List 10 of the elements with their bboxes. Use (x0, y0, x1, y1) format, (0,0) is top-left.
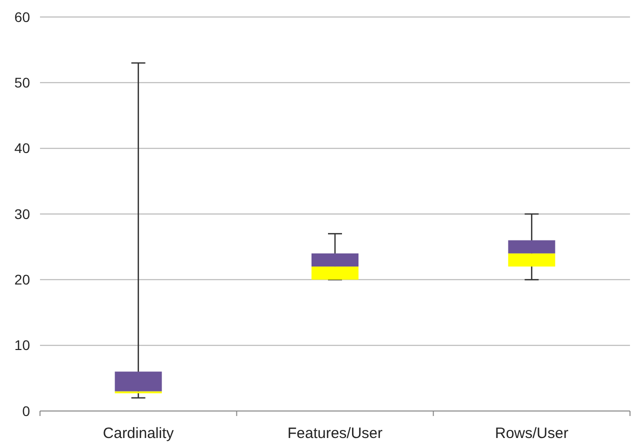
y-tick-label: 20 (14, 272, 30, 288)
y-tick-label: 50 (14, 74, 30, 91)
y-tick-label: 60 (14, 8, 30, 25)
y-tick-label: 0 (22, 402, 30, 419)
x-tick-label: Cardinality (102, 425, 174, 442)
y-tick-label: 40 (14, 140, 30, 156)
y-tick-label: 10 (14, 337, 30, 354)
y-tick-label: 30 (14, 206, 30, 222)
x-tick-label: Features/User (287, 425, 383, 442)
x-tick-label: Rows/User (494, 425, 568, 442)
